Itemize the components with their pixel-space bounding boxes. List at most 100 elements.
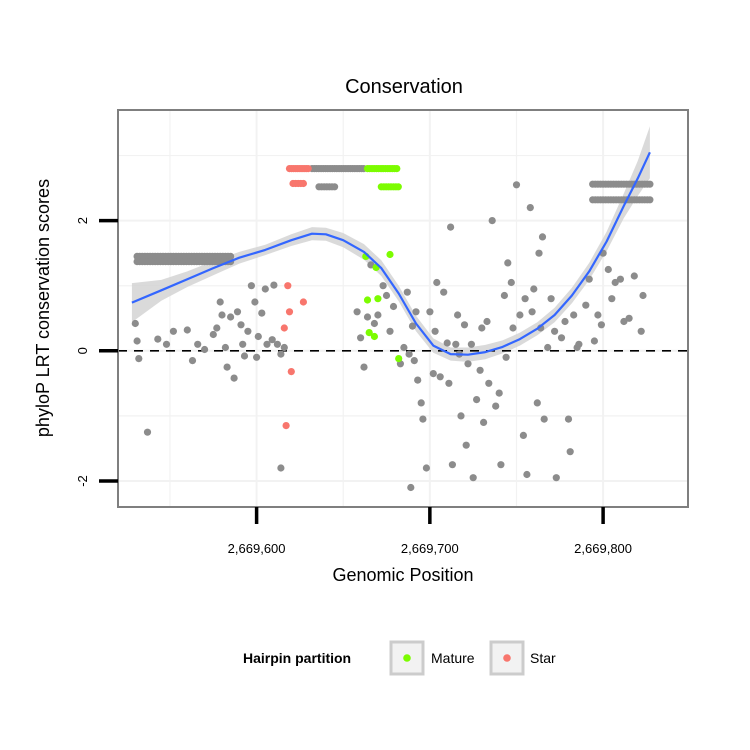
data-point-other bbox=[221, 343, 229, 352]
data-point-other bbox=[237, 321, 245, 329]
data-point-other bbox=[523, 470, 531, 479]
data-point-other bbox=[280, 343, 288, 352]
data-point-other bbox=[528, 308, 536, 316]
data-point-other bbox=[360, 363, 368, 371]
data-point-star bbox=[280, 324, 288, 332]
data-point-other bbox=[483, 317, 491, 326]
data-point-other bbox=[535, 249, 543, 257]
data-point-other bbox=[263, 340, 271, 348]
data-point-other bbox=[405, 350, 413, 358]
data-point-other bbox=[516, 311, 524, 319]
data-point-other bbox=[433, 278, 441, 287]
data-point-other bbox=[227, 313, 235, 321]
data-point-other bbox=[630, 272, 638, 280]
data-point-other bbox=[410, 357, 418, 365]
x-axis: 2,669,600 2,669,700 2,669,800 bbox=[228, 507, 632, 556]
data-point-other bbox=[412, 308, 420, 316]
data-point-other bbox=[460, 321, 469, 329]
data-point-star bbox=[282, 422, 290, 430]
data-point-mature bbox=[374, 295, 382, 303]
legend: Hairpin partition Mature Star bbox=[243, 640, 556, 676]
y-axis-label: phyloP LRT conservation scores bbox=[33, 179, 53, 437]
data-point-other bbox=[233, 308, 242, 316]
data-point-other bbox=[426, 308, 434, 316]
data-point-other bbox=[131, 319, 139, 328]
data-point-star bbox=[287, 368, 295, 376]
data-point-other bbox=[417, 399, 425, 407]
data-point-other bbox=[561, 317, 569, 326]
data-point-other bbox=[552, 474, 560, 482]
data-point-star bbox=[304, 165, 312, 173]
data-point-other bbox=[639, 291, 647, 300]
data-point-other bbox=[386, 327, 394, 335]
data-point-other bbox=[414, 376, 422, 384]
smooth-line-path bbox=[131, 151, 651, 356]
data-point-other bbox=[251, 298, 259, 306]
y-tick-label: 0 bbox=[75, 347, 90, 354]
data-point-other bbox=[201, 345, 209, 354]
data-point-other bbox=[353, 308, 361, 316]
legend-label-star: Star bbox=[530, 650, 556, 666]
data-point-other bbox=[194, 340, 202, 348]
data-point-other bbox=[218, 311, 226, 319]
data-point-other bbox=[370, 319, 378, 328]
data-point-other bbox=[188, 357, 197, 365]
data-point-other bbox=[564, 415, 573, 423]
data-point-other bbox=[646, 196, 654, 204]
data-point-other bbox=[637, 327, 645, 335]
data-point-star bbox=[285, 308, 294, 316]
data-point-other bbox=[462, 441, 470, 449]
data-point-mature bbox=[365, 329, 373, 337]
data-point-other bbox=[445, 379, 453, 387]
data-point-other bbox=[183, 326, 191, 334]
legend-marker-mature bbox=[403, 654, 411, 662]
smooth-trend-line bbox=[131, 151, 651, 356]
data-point-other bbox=[611, 278, 619, 287]
data-point-other bbox=[495, 389, 503, 397]
data-point-other bbox=[258, 309, 266, 317]
data-point-other bbox=[270, 281, 278, 289]
data-point-other bbox=[585, 275, 593, 283]
data-point-other bbox=[331, 183, 339, 191]
data-point-other bbox=[436, 373, 444, 381]
data-point-other bbox=[512, 181, 521, 189]
data-point-other bbox=[533, 399, 541, 407]
data-point-other bbox=[239, 340, 247, 348]
data-point-other bbox=[244, 327, 252, 335]
data-point-other bbox=[551, 327, 559, 335]
data-point-other bbox=[547, 295, 555, 303]
data-point-other bbox=[507, 278, 515, 287]
data-point-other bbox=[240, 352, 249, 360]
data-point-other bbox=[419, 415, 427, 423]
data-point-other bbox=[597, 321, 606, 329]
x-tick-label: 2,669,800 bbox=[574, 541, 632, 556]
data-point-other bbox=[504, 259, 512, 267]
data-point-other bbox=[582, 301, 590, 309]
data-point-other bbox=[488, 217, 496, 225]
data-point-other bbox=[526, 204, 534, 212]
legend-label-mature: Mature bbox=[431, 650, 475, 666]
y-axis: -2 0 2 bbox=[75, 217, 118, 487]
data-point-other bbox=[469, 474, 477, 482]
data-point-star bbox=[299, 298, 307, 306]
data-point-other bbox=[452, 340, 460, 348]
data-point-other bbox=[538, 233, 547, 241]
data-point-other bbox=[133, 337, 141, 345]
data-point-other bbox=[608, 295, 616, 303]
data-point-other bbox=[530, 285, 538, 293]
data-point-other bbox=[646, 180, 654, 188]
data-point-other bbox=[389, 302, 398, 311]
data-point-star bbox=[299, 179, 307, 188]
data-point-other bbox=[480, 418, 488, 426]
data-point-other bbox=[407, 483, 415, 492]
data-point-other bbox=[454, 311, 462, 319]
panel-border bbox=[117, 109, 689, 508]
data-point-other bbox=[478, 324, 486, 332]
data-point-other bbox=[154, 335, 162, 343]
data-point-other bbox=[594, 311, 602, 319]
legend-item-mature: Mature bbox=[389, 640, 475, 676]
data-point-other bbox=[457, 412, 465, 420]
data-point-other bbox=[604, 265, 612, 274]
data-point-other bbox=[464, 360, 472, 368]
